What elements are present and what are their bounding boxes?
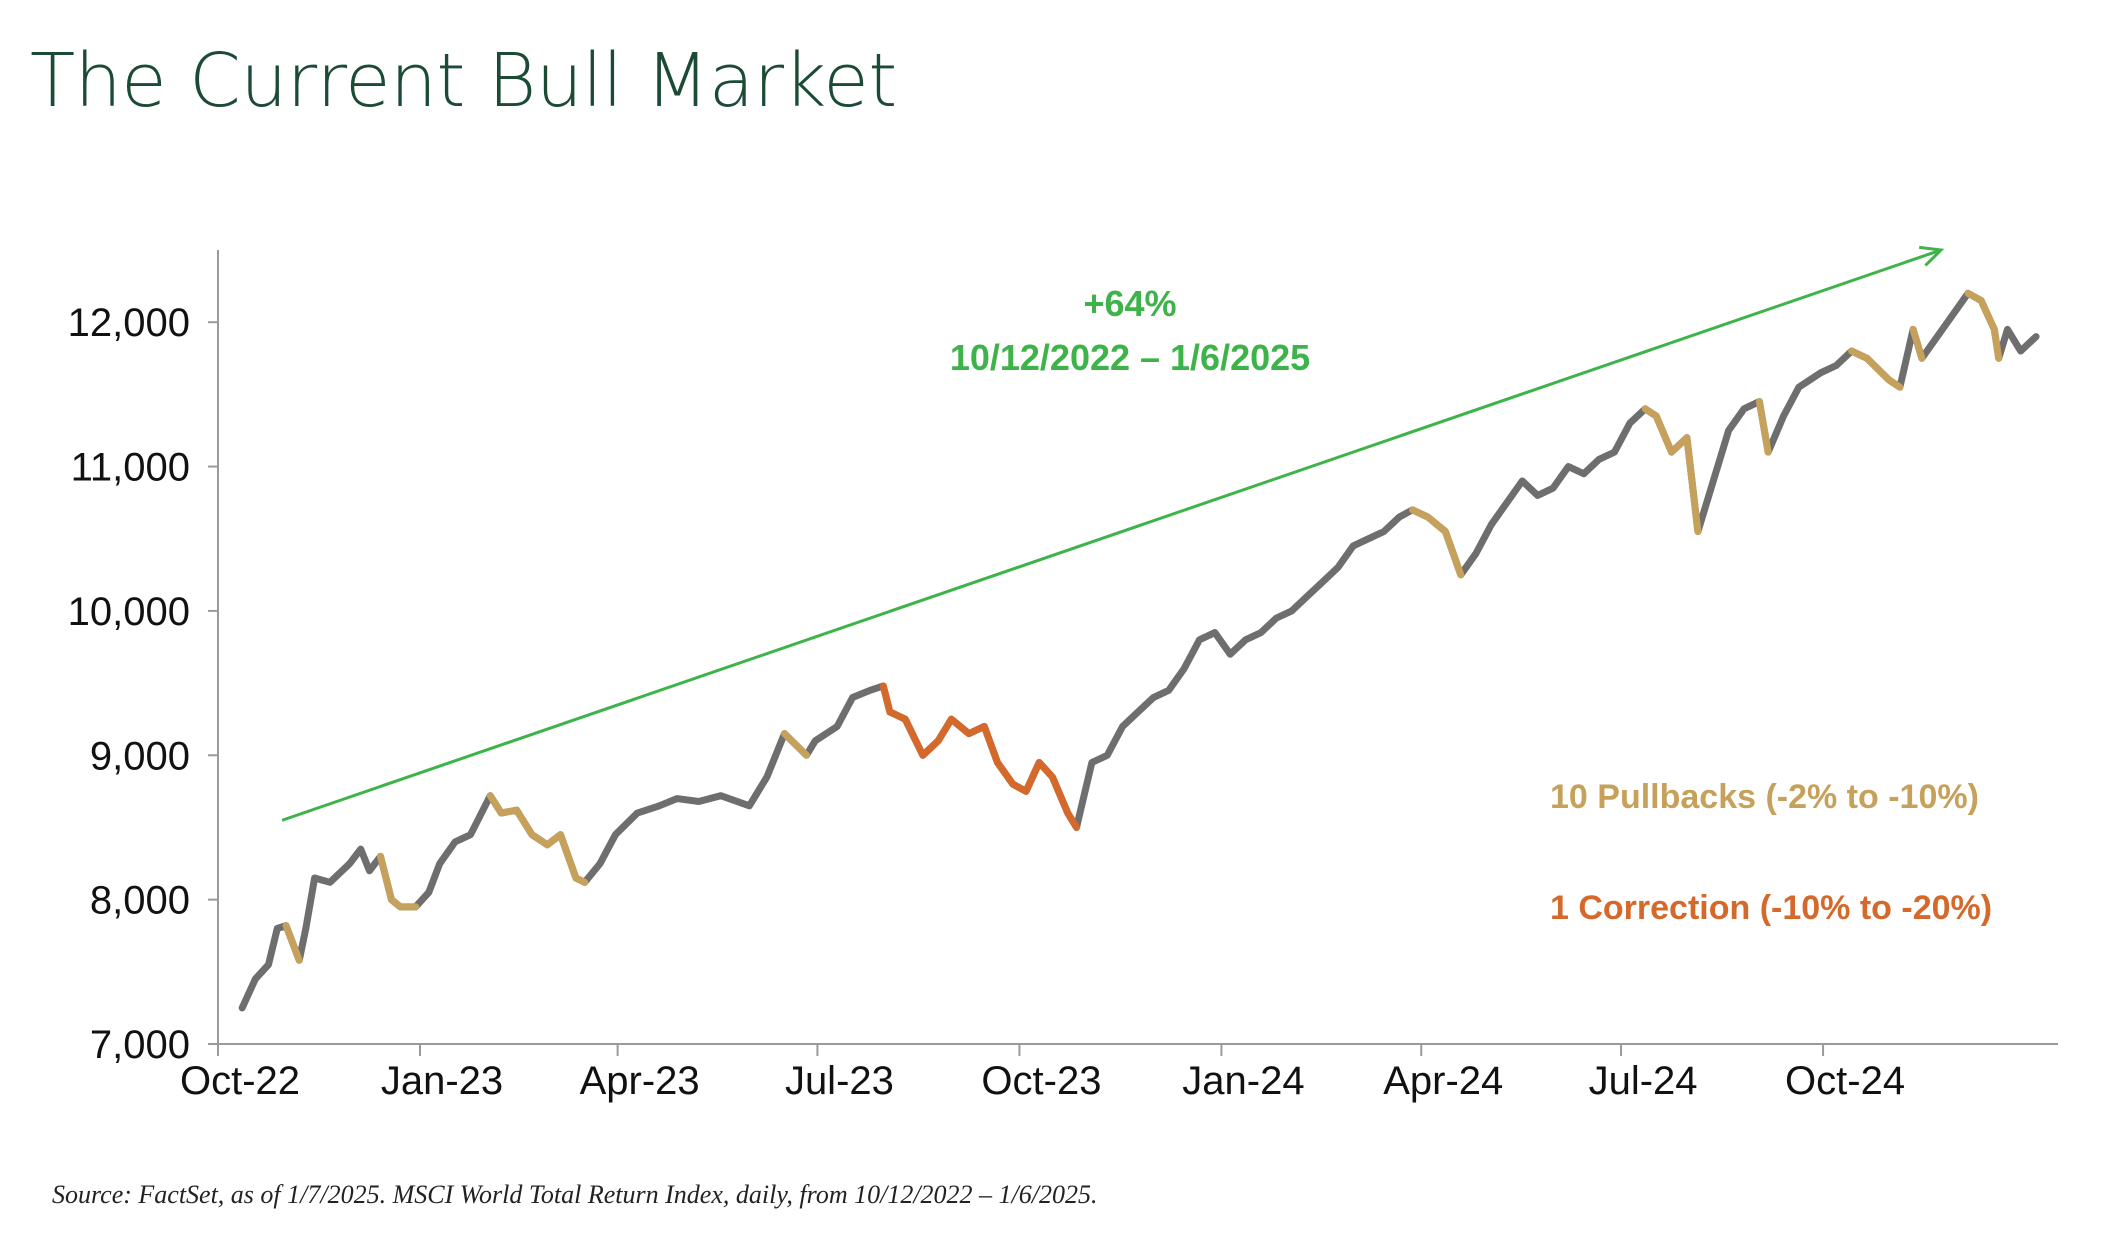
- y-tick-label: 12,000: [68, 301, 190, 345]
- pullback-segment: [1964, 289, 2003, 362]
- x-tick-label: Apr-24: [1383, 1059, 1503, 1103]
- legend-pullbacks: 10 Pullbacks (-2% to -10%): [1550, 778, 1979, 816]
- source-note: Source: FactSet, as of 1/7/2025. MSCI Wo…: [52, 1180, 1098, 1209]
- correction-segment: [879, 682, 1081, 831]
- pullback-segment: [1848, 347, 1904, 391]
- pullback-segment: [1755, 398, 1772, 456]
- page-title: The Current Bull Market: [30, 38, 897, 124]
- legend-correction: 1 Correction (-10% to -20%): [1550, 889, 1992, 927]
- x-tick-label: Apr-23: [580, 1059, 700, 1103]
- pullback-segment: [376, 852, 420, 911]
- x-tick-label: Jul-24: [1589, 1059, 1698, 1103]
- pullback-segment: [1909, 325, 1926, 362]
- pullback-segment: [780, 730, 810, 759]
- gain-annotation: +64%: [1083, 283, 1176, 324]
- y-tick-label: 11,000: [71, 446, 190, 490]
- y-tick-label: 10,000: [68, 590, 190, 634]
- trend-arrow-head: [1919, 245, 1945, 267]
- period-annotation: 10/12/2022 – 1/6/2025: [950, 337, 1310, 378]
- y-tick-label: 9,000: [90, 734, 190, 778]
- x-tick-label: Oct-22: [180, 1059, 300, 1103]
- x-tick-label: Oct-24: [1785, 1059, 1905, 1103]
- x-tick-label: Jan-23: [381, 1059, 503, 1103]
- x-tick-label: Oct-23: [981, 1059, 1101, 1103]
- pullback-segment: [486, 792, 589, 886]
- y-tick-label: 7,000: [90, 1023, 190, 1067]
- pullback-segment: [282, 922, 303, 964]
- y-tick-label: 8,000: [90, 879, 190, 923]
- pullback-segment: [1641, 405, 1702, 536]
- x-tick-label: Jan-24: [1182, 1059, 1304, 1103]
- pullback-segment: [1408, 506, 1465, 579]
- trend-arrow-line: [281, 248, 1942, 822]
- x-tick-label: Jul-23: [785, 1059, 894, 1103]
